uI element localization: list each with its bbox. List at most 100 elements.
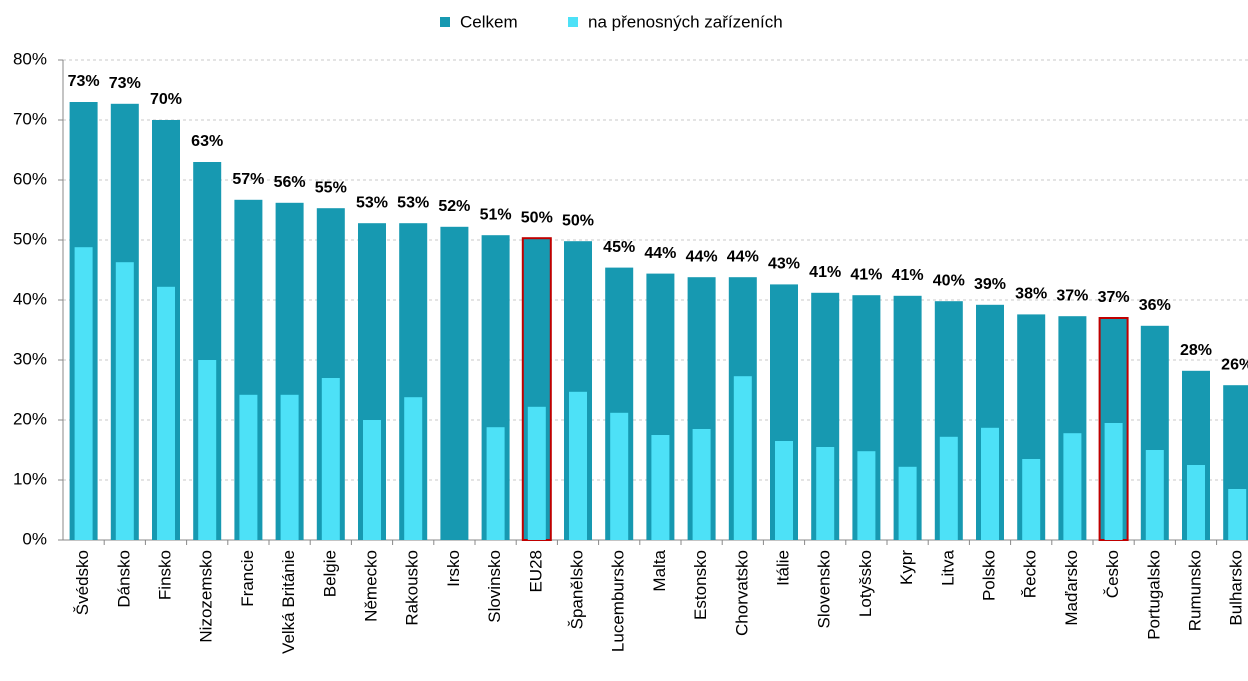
y-tick-label: 70% [13, 109, 47, 128]
bar [404, 397, 423, 540]
legend-swatch [440, 17, 450, 27]
y-tick-label: 60% [13, 169, 47, 188]
bar [1187, 465, 1205, 540]
bar [440, 226, 469, 541]
legend-label: Celkem [460, 12, 518, 31]
x-tick-label: Slovensko [815, 550, 834, 628]
value-label: 63% [191, 133, 223, 150]
value-label: 41% [892, 267, 924, 284]
x-tick-label: Kypr [897, 550, 916, 585]
value-label: 50% [562, 212, 594, 229]
value-label: 51% [480, 206, 512, 223]
bar [115, 262, 134, 540]
x-tick-label: Irsko [444, 550, 463, 587]
value-label: 37% [1056, 287, 1088, 304]
bar [1063, 433, 1082, 540]
y-tick-label: 20% [13, 409, 47, 428]
x-tick-label: Finsko [155, 550, 174, 600]
value-label: 39% [974, 276, 1006, 293]
value-label: 41% [850, 266, 882, 283]
bar [74, 247, 93, 540]
bar [157, 286, 175, 540]
x-tick-label: Belgie [320, 550, 339, 597]
bar [280, 394, 299, 540]
x-tick-label: Estonsko [691, 550, 710, 620]
value-label: 73% [68, 73, 100, 90]
value-label: 56% [274, 174, 306, 191]
bar [692, 429, 711, 540]
x-tick-label: Rakousko [403, 550, 422, 626]
y-tick-label: 10% [13, 469, 47, 488]
x-tick-label: Maďarsko [1062, 550, 1081, 626]
value-label: 53% [397, 194, 429, 211]
y-tick-label: 30% [13, 349, 47, 368]
value-label: 53% [356, 194, 388, 211]
legend-swatch [568, 17, 578, 27]
value-label: 28% [1180, 342, 1212, 359]
x-tick-label: Španělsko [567, 550, 586, 629]
value-label: 37% [1098, 289, 1130, 306]
x-tick-label: Francie [238, 550, 257, 607]
bar [239, 394, 258, 540]
x-tick-label: Malta [650, 549, 669, 591]
x-tick-label: Portugalsko [1144, 550, 1163, 640]
value-label: 38% [1015, 286, 1047, 303]
x-tick-label: Chorvatsko [732, 550, 751, 636]
bar [198, 360, 217, 540]
bar [1145, 450, 1164, 540]
y-tick-label: 80% [13, 49, 47, 68]
value-label: 50% [521, 209, 553, 226]
value-label: 45% [603, 239, 635, 256]
bar [486, 427, 505, 540]
x-tick-label: Lucembursko [609, 550, 628, 652]
x-tick-label: Slovinsko [485, 550, 504, 623]
bar [981, 427, 999, 540]
x-tick-label: Nizozemsko [197, 550, 216, 643]
value-label: 55% [315, 179, 347, 196]
value-label: 52% [438, 198, 470, 215]
y-tick-label: 0% [22, 529, 47, 548]
value-label: 44% [686, 248, 718, 265]
bar [1022, 459, 1041, 540]
bar [857, 451, 876, 540]
x-tick-label: Dánsko [114, 550, 133, 608]
value-label: 73% [109, 75, 141, 92]
value-label: 43% [768, 256, 800, 273]
y-tick-label: 40% [13, 289, 47, 308]
bar [898, 466, 917, 540]
bar [1104, 423, 1123, 540]
x-tick-label: Česko [1103, 550, 1122, 598]
bar [775, 441, 793, 540]
bar [733, 376, 752, 540]
bar [569, 391, 587, 540]
x-tick-label: Velká Británie [279, 550, 298, 654]
value-label: 36% [1139, 297, 1171, 314]
bar [651, 435, 670, 540]
x-tick-label: Polsko [979, 550, 998, 601]
legend-label: na přenosných zařízeních [588, 12, 783, 31]
x-tick-label: Německo [361, 550, 380, 622]
bar [321, 378, 340, 540]
y-tick-label: 50% [13, 229, 47, 248]
bar [527, 406, 546, 540]
x-tick-label: Rumunsko [1185, 550, 1204, 631]
value-label: 40% [933, 272, 965, 289]
x-tick-label: Bulharsko [1227, 550, 1246, 626]
x-tick-label: Řecko [1021, 550, 1040, 598]
x-tick-label: Litva [938, 549, 957, 585]
value-label: 26% [1221, 356, 1248, 373]
bar [363, 420, 381, 540]
value-label: 44% [644, 245, 676, 262]
bar [816, 447, 835, 540]
x-tick-label: EU28 [526, 550, 545, 593]
value-label: 44% [727, 248, 759, 265]
value-label: 70% [150, 91, 182, 108]
x-tick-label: Itálie [773, 550, 792, 586]
bar [939, 436, 958, 540]
bar [610, 412, 629, 540]
value-label: 41% [809, 264, 841, 281]
value-label: 57% [232, 171, 264, 188]
x-tick-label: Lotyšsko [856, 550, 875, 617]
x-tick-label: Švédsko [73, 550, 92, 615]
